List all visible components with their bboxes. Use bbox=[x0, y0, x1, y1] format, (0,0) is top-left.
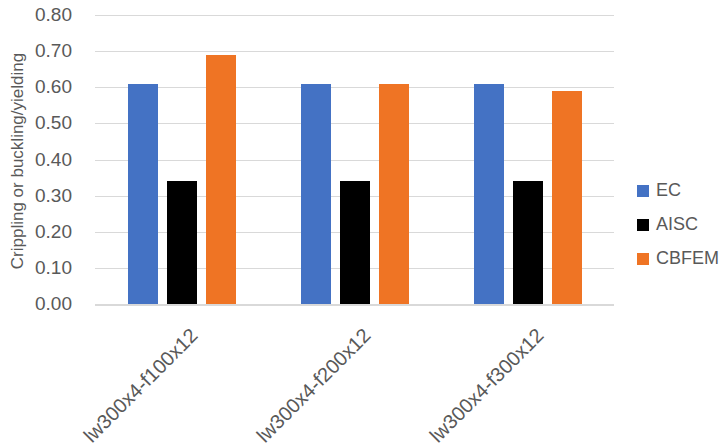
legend-item-cbfem: CBFEM bbox=[637, 248, 719, 269]
bar-cbfem bbox=[206, 55, 236, 304]
y-tick-label: 0.80 bbox=[35, 5, 72, 25]
legend-label: AISC bbox=[656, 214, 698, 235]
legend-swatch-aisc bbox=[637, 219, 649, 231]
bar-cbfem bbox=[379, 84, 409, 304]
legend-item-ec: EC bbox=[637, 180, 719, 201]
y-tick-label: 0.00 bbox=[35, 294, 72, 314]
y-tick-label: 0.30 bbox=[35, 186, 72, 206]
bar-chart: Crippling or buckling/yielding 0.000.100… bbox=[0, 0, 723, 443]
y-tick-label: 0.70 bbox=[35, 41, 72, 61]
y-tick-label: 0.60 bbox=[35, 77, 72, 97]
legend-swatch-cbfem bbox=[637, 253, 649, 265]
bar-aisc bbox=[167, 181, 197, 304]
bar-group: lw300x4-f100x12 bbox=[95, 15, 268, 304]
legend-label: CBFEM bbox=[656, 248, 719, 269]
bar-groups: lw300x4-f100x12lw300x4-f200x12lw300x4-f3… bbox=[95, 15, 614, 304]
x-category-label: lw300x4-f200x12 bbox=[253, 324, 376, 443]
bar-ec bbox=[128, 84, 158, 304]
bar-ec bbox=[301, 84, 331, 304]
y-tick-label: 0.20 bbox=[35, 222, 72, 242]
x-category-label: lw300x4-f300x12 bbox=[426, 324, 549, 443]
plot-area: lw300x4-f100x12lw300x4-f200x12lw300x4-f3… bbox=[95, 15, 614, 306]
y-tick-label: 0.40 bbox=[35, 150, 72, 170]
bar-aisc bbox=[340, 181, 370, 304]
x-category-label: lw300x4-f100x12 bbox=[80, 324, 203, 443]
y-tick-label: 0.10 bbox=[35, 258, 72, 278]
bar-group: lw300x4-f300x12 bbox=[441, 15, 614, 304]
bar-group: lw300x4-f200x12 bbox=[268, 15, 441, 304]
bar-cbfem bbox=[552, 91, 582, 304]
bar-aisc bbox=[513, 181, 543, 304]
legend-label: EC bbox=[656, 180, 681, 201]
bar-ec bbox=[474, 84, 504, 304]
y-tick-label: 0.50 bbox=[35, 113, 72, 133]
legend: EC AISC CBFEM bbox=[637, 180, 719, 269]
y-axis-tick-labels: 0.000.100.200.300.400.500.600.700.80 bbox=[0, 15, 83, 304]
legend-swatch-ec bbox=[637, 185, 649, 197]
legend-item-aisc: AISC bbox=[637, 214, 719, 235]
